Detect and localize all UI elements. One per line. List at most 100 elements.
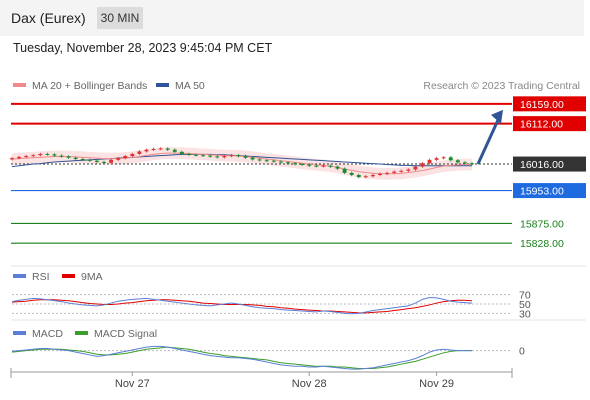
- candle-body: [399, 170, 404, 172]
- candle-body: [144, 149, 149, 152]
- macd-line: [11, 345, 472, 370]
- candle-body: [123, 156, 128, 159]
- level-label-box: [513, 183, 586, 199]
- candle-body: [328, 165, 333, 167]
- candle-body: [179, 151, 184, 154]
- bollinger-band: [12, 147, 472, 180]
- x-tick-label: Nov 27: [115, 378, 150, 390]
- forecast-arrow: [476, 117, 501, 165]
- level-label-box: [513, 96, 586, 112]
- level-label-box: [513, 116, 586, 132]
- interval-button[interactable]: 30 MIN: [97, 7, 143, 29]
- legend-macd: MACD: [13, 328, 63, 340]
- ma50-swatch: [156, 83, 169, 87]
- candle-body: [307, 164, 312, 166]
- candle-body: [73, 157, 78, 159]
- candle-body: [38, 153, 43, 156]
- chart-header: Dax (Eurex) 30 MIN: [0, 0, 584, 36]
- candle-body: [278, 161, 283, 163]
- level-label: 16159.00: [520, 99, 564, 111]
- candle-body: [406, 169, 411, 171]
- candle-body: [455, 160, 460, 163]
- legend-ma20: MA 20 + Bollinger Bands: [13, 80, 147, 92]
- candle-body: [52, 154, 57, 156]
- candle-body: [236, 155, 241, 157]
- x-tick-label: Nov 28: [292, 378, 327, 390]
- candle-body: [420, 163, 425, 167]
- candle-body: [151, 148, 156, 150]
- candle-body: [80, 159, 85, 160]
- candle-body: [116, 158, 121, 160]
- candle-body: [186, 153, 191, 155]
- rsi-label: RSI: [32, 271, 50, 283]
- macd-swatch: [13, 331, 26, 335]
- legend-macd-signal: MACD Signal: [75, 328, 157, 340]
- macd-signal-label: MACD Signal: [94, 328, 158, 340]
- rsi-level-label: 30: [519, 308, 531, 320]
- candle-body: [208, 155, 213, 157]
- level-label: 15828.00: [520, 238, 564, 250]
- level-label-box: [513, 156, 586, 172]
- macd-signal-line: [11, 346, 472, 369]
- candle-body: [349, 172, 354, 175]
- candle-body: [470, 163, 474, 165]
- candle-body: [94, 160, 99, 162]
- macd-signal-swatch: [75, 331, 88, 335]
- macd-level-label: 0: [519, 346, 525, 358]
- rsi-level-label: 70: [519, 290, 531, 302]
- rsi-line: [11, 296, 473, 315]
- ma20-swatch: [13, 83, 26, 87]
- level-label: 16016.00: [520, 159, 564, 171]
- candle-body: [448, 157, 453, 161]
- candle-body: [392, 171, 397, 173]
- candle-body: [215, 156, 220, 158]
- candle-body: [441, 157, 446, 159]
- candle-body: [17, 156, 22, 159]
- candle-body: [300, 164, 305, 166]
- candle-body: [385, 172, 390, 174]
- candle-body: [229, 155, 234, 157]
- candle-body: [222, 156, 227, 158]
- candle-body: [109, 159, 114, 163]
- forecast-arrowhead: [491, 109, 503, 124]
- candle-body: [342, 168, 347, 173]
- candle-body: [45, 153, 50, 155]
- candle-body: [10, 158, 14, 160]
- candle-body: [172, 149, 177, 152]
- ma20-line: [11, 152, 472, 175]
- candle-body: [335, 166, 340, 169]
- candle-body: [158, 148, 163, 150]
- credit-text: Research © 2023 Trading Central: [423, 80, 580, 92]
- candle-body: [293, 163, 298, 165]
- candle-body: [243, 156, 248, 158]
- timestamp: Tuesday, November 28, 2023 9:45:04 PM CE…: [13, 41, 273, 55]
- rsi-level-label: 50: [519, 299, 531, 311]
- x-tick-label: Nov 29: [419, 378, 454, 390]
- candle-body: [462, 162, 467, 164]
- rsi-ma-label: 9MA: [81, 271, 103, 283]
- rsi-ma-swatch: [62, 274, 75, 278]
- candle-body: [194, 154, 198, 156]
- candle-body: [201, 155, 206, 157]
- level-label: 15875.00: [520, 218, 564, 230]
- candle-body: [24, 156, 29, 158]
- candle-body: [370, 175, 375, 177]
- legend-rsi-ma: 9MA: [62, 271, 103, 283]
- candle-body: [378, 173, 382, 175]
- candle-body: [137, 151, 142, 154]
- candle-body: [314, 165, 319, 167]
- candle-body: [257, 159, 262, 161]
- candle-body: [321, 165, 326, 167]
- candle-body: [250, 157, 255, 160]
- ma50-label: MA 50: [175, 80, 205, 92]
- candle-body: [286, 162, 290, 164]
- candle-body: [165, 148, 170, 150]
- candle-body: [271, 160, 276, 162]
- candle-body: [363, 176, 368, 178]
- candle-body: [102, 161, 106, 163]
- candle-body: [130, 153, 135, 157]
- level-label: 16112.00: [520, 119, 563, 131]
- candle-body: [66, 156, 71, 158]
- macd-label: MACD: [32, 328, 63, 340]
